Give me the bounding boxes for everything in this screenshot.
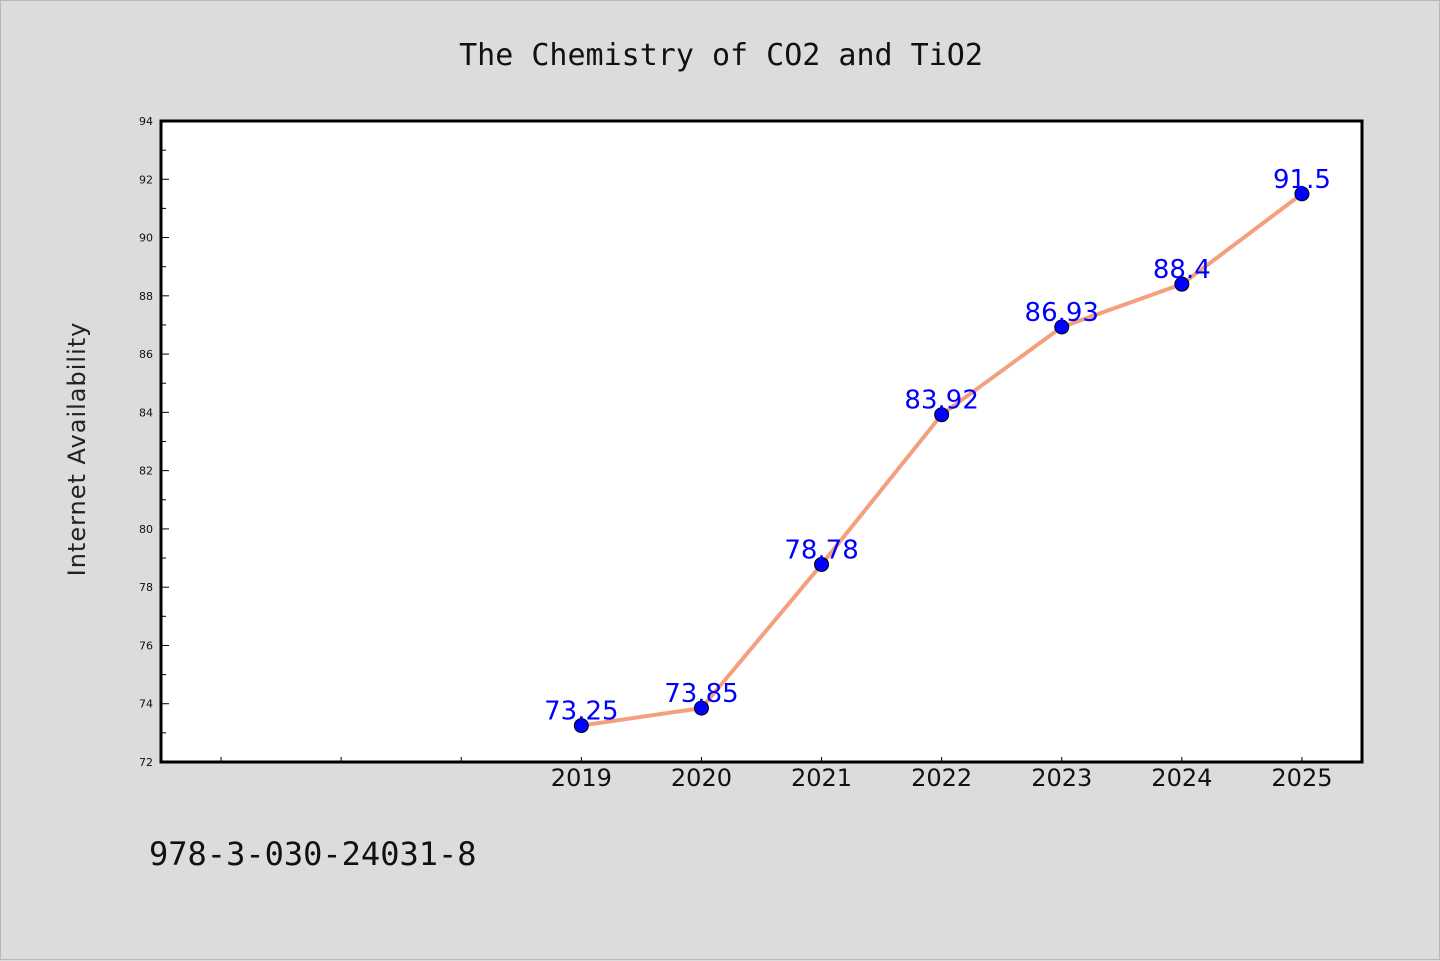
data-label: 86.93 [1025,298,1099,328]
x-tick-label: 2022 [911,764,972,792]
y-axis: 72 74 76 78 80 82 84 86 88 90 92 94 [139,115,169,769]
x-axis: 2019 2020 2021 2022 2023 2024 2025 [220,757,1332,792]
y-tick-label: 84 [139,406,153,419]
chart-title: The Chemistry of CO2 and TiO2 [459,38,983,73]
x-tick-label: 2024 [1151,764,1212,792]
data-point [814,556,830,572]
data-point [1174,276,1190,292]
y-tick-label: 72 [139,756,153,769]
x-tick-label: 2019 [551,764,612,792]
x-tick-label: 2025 [1271,764,1332,792]
isbn-footer: 978-3-030-24031-8 [149,835,477,873]
x-tick-label: 2023 [1031,764,1092,792]
y-tick-label: 74 [139,698,153,711]
y-tick-label: 90 [139,232,153,245]
data-point [1054,319,1070,335]
y-tick-label: 82 [139,465,153,478]
data-label: 73.25 [544,697,618,727]
data-label: 73.85 [664,679,738,709]
y-axis-label: Internet Availability [63,322,91,577]
y-tick-label: 80 [139,523,153,536]
y-tick-label: 92 [139,173,153,186]
x-tick-label: 2021 [791,764,852,792]
y-tick-label: 76 [139,639,153,652]
y-tick-label: 88 [139,290,153,303]
data-label: 78.78 [784,535,858,565]
data-label: 83.92 [904,386,978,416]
series-layer: 73.25 73.85 78.78 83.92 86.93 88.4 91.5 [544,165,1331,734]
x-tick-label: 2020 [671,764,732,792]
plot-area [159,119,1364,764]
data-label: 88.4 [1153,255,1211,285]
y-tick-label: 94 [139,115,153,128]
data-label: 91.5 [1273,165,1331,195]
data-point [693,700,709,716]
data-point [1294,186,1310,202]
data-point [934,407,950,423]
data-point [573,718,589,734]
y-tick-label: 86 [139,348,153,361]
y-tick-label: 78 [139,581,153,594]
